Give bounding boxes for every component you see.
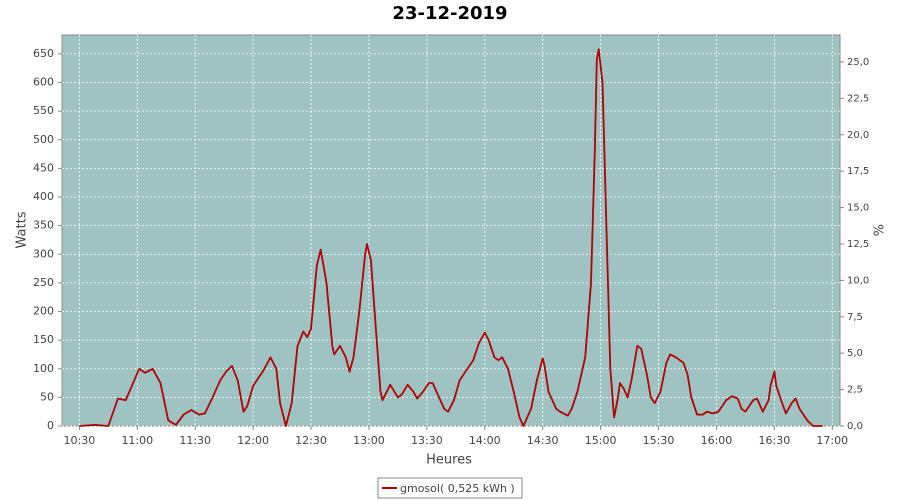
y-axis-label: Watts	[15, 211, 30, 248]
legend-label: gmosol( 0,525 kWh )	[400, 482, 515, 495]
y-tick-label: 650	[33, 47, 54, 60]
y-tick-label: 400	[33, 190, 54, 203]
x-tick-label: 11:00	[121, 434, 153, 447]
series-line	[79, 48, 823, 427]
x-tick-label: 14:00	[469, 434, 501, 447]
x-tick-label: 15:30	[643, 434, 675, 447]
x-tick-label: 12:30	[295, 434, 327, 447]
y2-axis-label: %	[873, 224, 888, 236]
y2-tick-label: 7,5	[847, 312, 863, 323]
y-tick-label: 600	[33, 76, 54, 89]
x-tick-label: 17:00	[816, 434, 848, 447]
y-tick-label: 50	[40, 390, 54, 403]
legend-box	[377, 477, 523, 499]
x-tick-label: 10:30	[64, 434, 96, 447]
x-tick-label: 12:00	[237, 434, 269, 447]
y-tick-label: 0	[47, 419, 54, 432]
y2-tick-label: 12,5	[847, 239, 869, 250]
x-tick-label: 16:30	[759, 434, 791, 447]
y-tick-label: 100	[33, 362, 54, 375]
y2-tick-label: 25,0	[847, 57, 869, 68]
x-tick-label: 14:30	[527, 434, 559, 447]
y2-tick-label: 5,0	[847, 348, 863, 359]
y-tick-label: 500	[33, 133, 54, 146]
chart-title: 23-12-2019	[392, 3, 507, 24]
y-tick-label: 150	[33, 333, 54, 346]
y-tick-label: 550	[33, 104, 54, 117]
y2-tick-label: 17,5	[847, 166, 869, 177]
y2-tick-label: 10,0	[847, 275, 869, 286]
x-tick-label: 13:30	[411, 434, 443, 447]
y-tick-label: 250	[33, 276, 54, 289]
y2-tick-label: 15,0	[847, 203, 869, 214]
plot-area	[61, 34, 841, 427]
y2-tick-label: 22,5	[847, 93, 869, 104]
y2-tick-label: 20,0	[847, 130, 869, 141]
y-tick-label: 200	[33, 305, 54, 318]
y-tick-label: 300	[33, 247, 54, 260]
y-tick-label: 450	[33, 161, 54, 174]
x-tick-label: 15:00	[585, 434, 617, 447]
x-axis-label: Heures	[426, 453, 472, 468]
x-tick-label: 13:00	[353, 434, 385, 447]
y2-tick-label: 0,0	[847, 421, 863, 432]
x-tick-label: 16:00	[701, 434, 733, 447]
y-tick-label: 350	[33, 219, 54, 232]
x-tick-label: 11:30	[179, 434, 211, 447]
y2-tick-label: 2,5	[847, 385, 863, 396]
